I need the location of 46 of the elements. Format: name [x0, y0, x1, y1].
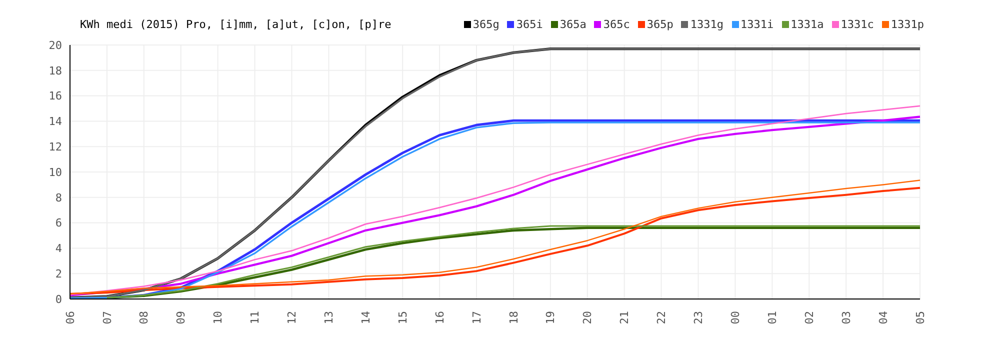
x-tick-label: 07 [100, 311, 114, 324]
x-tick-label: 15 [396, 311, 410, 324]
legend-label: 1331a [790, 18, 824, 31]
x-tick-label: 02 [802, 311, 816, 324]
x-tick-label: 12 [286, 311, 299, 324]
x-tick-label: 05 [914, 311, 927, 324]
y-tick-label: 0 [55, 292, 62, 306]
x-tick-label: 20 [581, 311, 594, 324]
y-tick-label: 10 [48, 166, 62, 179]
x-tick-label: 10 [212, 311, 225, 324]
x-tick-label: 00 [729, 311, 742, 324]
x-tick-label: 09 [174, 311, 188, 324]
x-tick-label: 23 [692, 311, 706, 324]
y-tick-label: 16 [48, 90, 62, 103]
legend-label: 365i [516, 18, 543, 31]
x-tick-label: 11 [248, 311, 262, 324]
y-tick-label: 14 [48, 115, 62, 128]
legend-label: 365g [472, 18, 500, 31]
x-tick-label: 18 [507, 311, 520, 324]
chart-title: KWh medi (2015) Pro, [i]mm, [a]ut, [c]on, [p]re [80, 18, 392, 31]
legend-label: 1331p [890, 18, 924, 31]
legend-label: 1331g [690, 18, 724, 31]
x-tick-label: 03 [840, 311, 853, 324]
y-tick-label: 18 [48, 64, 62, 78]
legend-label: 365a [560, 18, 586, 31]
y-tick-label: 20 [48, 38, 62, 52]
x-tick-label: 22 [655, 311, 668, 324]
x-tick-label: 19 [544, 311, 558, 324]
legend-label: 365c [603, 18, 630, 31]
x-tick-label: 16 [433, 311, 446, 324]
legend-label: 365p [646, 18, 674, 31]
y-tick-label: 2 [55, 268, 62, 281]
x-tick-label: 06 [64, 311, 77, 324]
legend-label: 1331c [840, 18, 874, 31]
x-tick-label: 21 [618, 311, 632, 324]
y-tick-label: 6 [55, 216, 62, 230]
y-tick-label: 12 [48, 140, 62, 154]
y-tick-label: 8 [55, 191, 62, 204]
y-tick-label: 4 [55, 242, 62, 256]
x-tick-label: 14 [359, 310, 372, 324]
x-tick-label: 08 [138, 311, 151, 324]
x-tick-label: 01 [766, 311, 779, 324]
legend-label: 1331i [740, 18, 774, 31]
x-tick-label: 17 [470, 311, 484, 324]
x-tick-label: 04 [876, 310, 890, 324]
x-tick-label: 13 [322, 311, 336, 324]
